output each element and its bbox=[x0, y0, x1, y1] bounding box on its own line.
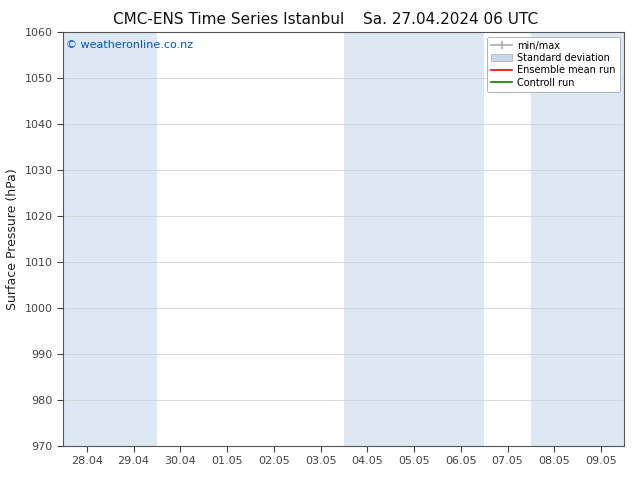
Text: Sa. 27.04.2024 06 UTC: Sa. 27.04.2024 06 UTC bbox=[363, 12, 538, 27]
Y-axis label: Surface Pressure (hPa): Surface Pressure (hPa) bbox=[6, 168, 19, 310]
Text: CMC-ENS Time Series Istanbul: CMC-ENS Time Series Istanbul bbox=[113, 12, 344, 27]
Text: © weatheronline.co.nz: © weatheronline.co.nz bbox=[66, 40, 193, 50]
Legend: min/max, Standard deviation, Ensemble mean run, Controll run: min/max, Standard deviation, Ensemble me… bbox=[487, 37, 619, 92]
Bar bbox=[63, 32, 157, 446]
Bar bbox=[344, 32, 484, 446]
Bar bbox=[531, 32, 624, 446]
